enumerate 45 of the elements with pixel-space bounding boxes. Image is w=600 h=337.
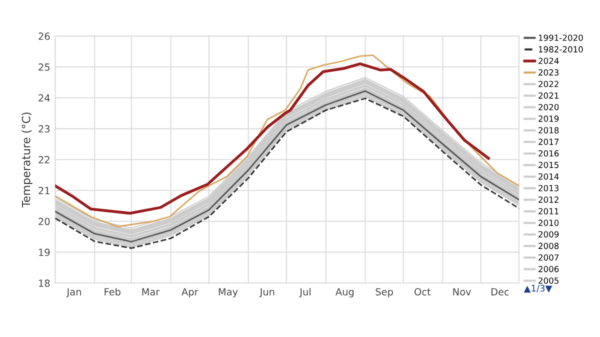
legend-label: 1991-2020 <box>538 34 583 41</box>
y-tick-label: 18 <box>39 280 50 287</box>
legend-label: 2011 <box>538 208 558 214</box>
legend-label: 2019 <box>538 116 559 122</box>
x-tick-label: May <box>218 288 238 298</box>
legend-label: 2008 <box>538 242 559 250</box>
legend-label: 1982-2010 <box>538 46 583 52</box>
legend-label: 2023 <box>538 69 559 76</box>
legend-label: 2024 <box>538 58 559 64</box>
legend-label: 2006 <box>538 266 559 272</box>
x-tick-label: Sep <box>376 288 393 298</box>
legend-label: 2022 <box>538 80 558 88</box>
legend-label: 2012 <box>538 196 558 203</box>
legend-label: 2017 <box>538 138 558 145</box>
y-axis-title: Temperature (°C) <box>22 112 32 208</box>
legend-label: 2009 <box>538 231 559 238</box>
x-tick-label: Aug <box>336 288 354 298</box>
legend-label: 2016 <box>538 150 559 157</box>
text: ▲1/3▼ <box>524 284 552 293</box>
y-tick-label: 22 <box>38 156 50 164</box>
y-tick-label: 25 <box>38 63 50 71</box>
y-tick-label: 19 <box>39 248 50 256</box>
x-tick-label: Jul <box>299 288 310 298</box>
legend-label: 2013 <box>538 184 559 192</box>
y-tick-label: 23 <box>38 125 50 133</box>
legend-label: 2020 <box>538 104 559 110</box>
x-tick-label: Dec <box>491 288 509 296</box>
y-tick-label: 24 <box>38 94 50 102</box>
y-tick-label: 20 <box>38 218 50 226</box>
legend-label: 2014 <box>538 173 559 180</box>
x-tick-label: Nov <box>453 288 472 296</box>
y-tick-label: 26 <box>38 32 50 40</box>
x-tick-label: Apr <box>182 288 198 298</box>
x-tick-label: Jan <box>66 288 81 298</box>
y-tick-label: 21 <box>38 186 50 194</box>
legend-label: 2015 <box>538 162 558 168</box>
legend-label: 2005 <box>538 277 558 284</box>
x-tick-label: Feb <box>104 288 120 296</box>
legend-label: 2010 <box>538 220 559 226</box>
legend-label: 2021 <box>538 92 558 99</box>
x-tick-label: Mar <box>142 288 160 296</box>
x-tick-label: Oct <box>414 288 431 296</box>
legend-label: 2007 <box>538 254 558 261</box>
legend-label: 2018 <box>538 127 559 134</box>
x-tick-label: Jun <box>259 288 274 298</box>
